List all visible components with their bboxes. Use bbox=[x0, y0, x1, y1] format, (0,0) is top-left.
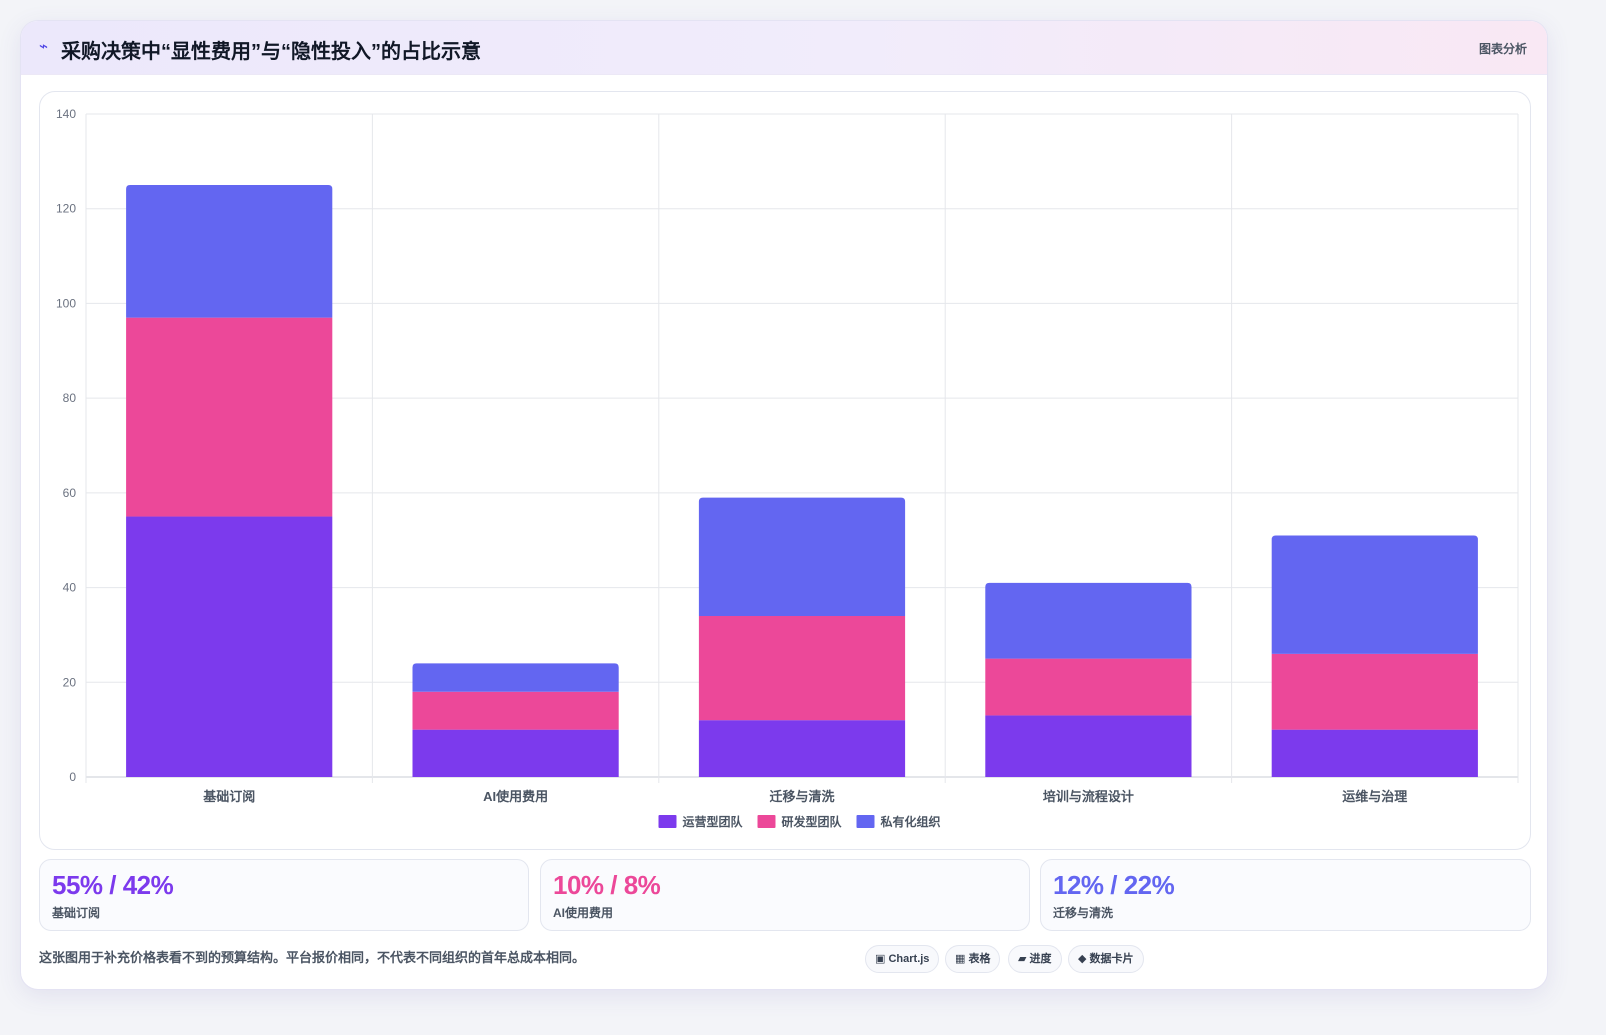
tag-data-card[interactable]: ◆ 数据卡片 bbox=[1068, 945, 1144, 973]
card-header: ⌁ 采购决策中“显性费用”与“隐性投入”的占比示意 图表分析 bbox=[21, 21, 1547, 75]
stat-value: 12% / 22% bbox=[1053, 870, 1175, 900]
legend-swatch bbox=[658, 815, 677, 828]
y-tick-label: 100 bbox=[56, 296, 76, 310]
y-tick-label: 60 bbox=[63, 486, 77, 500]
bar-segment bbox=[985, 582, 1192, 659]
tag-label: 进度 bbox=[1029, 953, 1052, 965]
bar-segment bbox=[1271, 535, 1478, 654]
diamond-icon: ◆ bbox=[1078, 953, 1087, 965]
page-title: 采购决策中“显性费用”与“隐性投入”的占比示意 bbox=[61, 41, 481, 63]
tag-label: 表格 bbox=[968, 953, 991, 965]
stat-value: 10% / 8% bbox=[553, 870, 661, 900]
y-tick-label: 20 bbox=[63, 675, 77, 689]
y-tick-label: 120 bbox=[56, 202, 76, 216]
legend-label: 研发型团队 bbox=[782, 814, 843, 829]
chart-panel: 0 20 40 60 80 100 120 140 基础订阅 AI使用费用 迁移与清洗 培训与流程设计… bbox=[39, 91, 1531, 850]
stat-card-migration: 12% / 22% 迁移与清洗 bbox=[1040, 859, 1531, 931]
bar-segment bbox=[126, 516, 333, 777]
tag-table[interactable]: ▦ 表格 bbox=[945, 945, 1001, 973]
square-icon: ▣ bbox=[875, 953, 886, 965]
y-tick-label: 80 bbox=[63, 391, 77, 405]
bar-segment bbox=[412, 691, 619, 730]
bar-segment bbox=[412, 729, 619, 777]
bar-segment bbox=[126, 317, 333, 517]
legend-label: 私有化组织 bbox=[880, 814, 941, 829]
y-tick-label: 140 bbox=[56, 107, 76, 121]
footer-note: 这张图用于补充价格表看不到的预算结构。平台报价相同，不代表不同组织的首年总成本相… bbox=[39, 950, 586, 965]
bar-segment bbox=[698, 720, 906, 777]
stacked-bar-chart: 0 20 40 60 80 100 120 140 基础订阅 AI使用费用 迁移与清洗 培训与流程设计… bbox=[56, 107, 1519, 829]
bar-segment bbox=[698, 497, 906, 616]
stat-value: 55% / 42% bbox=[52, 870, 174, 900]
y-tick-label: 40 bbox=[63, 581, 77, 595]
stat-card-subscription: 55% / 42% 基础订阅 bbox=[39, 859, 529, 931]
grid-icon: ▦ bbox=[955, 953, 966, 965]
legend-swatch bbox=[856, 815, 875, 828]
legend-label: 运营型团队 bbox=[683, 814, 744, 829]
bar-segment bbox=[1271, 729, 1478, 777]
bar-segment bbox=[698, 615, 906, 721]
bar-segment bbox=[985, 658, 1192, 716]
chart-analysis-link[interactable]: 图表分析 bbox=[1478, 42, 1527, 56]
progress-icon: ▰ bbox=[1018, 953, 1027, 965]
x-tick-label: 迁移与清洗 bbox=[769, 789, 834, 804]
x-tick-label: 基础订阅 bbox=[202, 789, 255, 804]
y-tick-label: 0 bbox=[69, 770, 76, 784]
tag-label: 数据卡片 bbox=[1089, 953, 1134, 965]
stat-label: 迁移与清洗 bbox=[1053, 906, 1114, 920]
stat-label: AI使用费用 bbox=[553, 906, 614, 920]
stat-label: 基础订阅 bbox=[52, 906, 101, 920]
x-tick-label: AI使用费用 bbox=[483, 789, 548, 804]
chart-card: ⌁ 采购决策中“显性费用”与“隐性投入”的占比示意 图表分析 0 20 40 60 80… bbox=[20, 20, 1548, 990]
x-tick-label: 运维与治理 bbox=[1342, 789, 1407, 804]
x-tick-label: 培训与流程设计 bbox=[1043, 789, 1134, 804]
lightning-icon: ⌁ bbox=[39, 38, 49, 55]
bar-segment bbox=[985, 715, 1192, 777]
tag-chartjs[interactable]: ▣ Chart.js bbox=[865, 945, 940, 973]
tag-label: Chart.js bbox=[888, 953, 930, 965]
legend-swatch bbox=[757, 815, 776, 828]
bar-segment bbox=[1271, 653, 1478, 730]
bar-segment bbox=[126, 185, 333, 318]
bar-segment bbox=[412, 663, 619, 692]
tag-progress[interactable]: ▰ 进度 bbox=[1008, 945, 1062, 973]
stat-card-ai-usage: 10% / 8% AI使用费用 bbox=[540, 859, 1030, 931]
